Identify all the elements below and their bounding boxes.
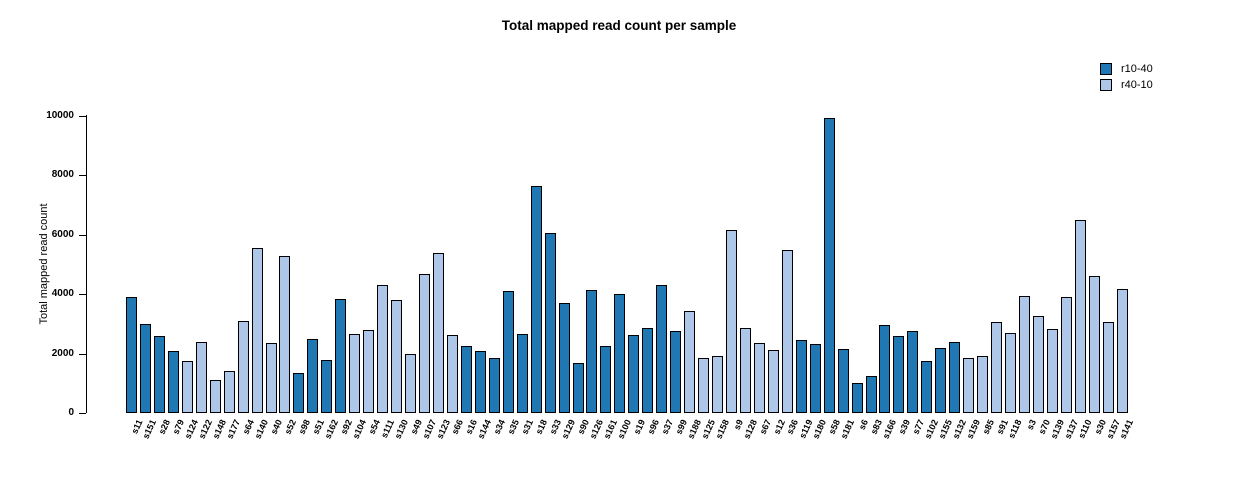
bar-s107 (419, 274, 431, 413)
legend-item-r10-40: r10-40 (1100, 63, 1153, 75)
y-tick-mark-0 (79, 413, 86, 414)
bar-s70 (1032, 316, 1044, 413)
bar-s12 (767, 350, 779, 413)
bar-s67 (753, 342, 765, 413)
legend-label-r40-10: r40-10 (1121, 79, 1153, 91)
bar-s83 (865, 375, 877, 413)
bar-s166 (879, 324, 891, 413)
bar-s148 (209, 380, 221, 413)
bar-s40 (265, 343, 277, 413)
bar-s125 (698, 358, 710, 413)
legend-swatch-r40-10 (1100, 79, 1112, 91)
y-tick-label-6000: 6000 (51, 228, 74, 240)
legend-label-r10-40: r10-40 (1121, 63, 1153, 75)
y-tick-label-0: 0 (68, 407, 74, 418)
bar-s124 (181, 361, 193, 413)
chart-title: Total mapped read count per sample (501, 18, 737, 33)
bar-s91 (991, 322, 1003, 413)
y-tick-label-8000: 8000 (51, 169, 74, 181)
legend-swatch-r10-40 (1100, 63, 1112, 75)
bar-s144 (474, 350, 486, 413)
bar-s119 (795, 339, 807, 413)
bar-s111 (377, 285, 389, 413)
y-tick-mark-6000 (79, 234, 86, 236)
bar-s31 (516, 333, 528, 413)
bar-s100 (614, 294, 626, 413)
bar-s16 (460, 346, 472, 413)
bar-s155 (935, 348, 947, 413)
bar-s49 (405, 353, 417, 413)
bar-s122 (195, 341, 207, 413)
bar-s66 (446, 334, 458, 413)
legend-item-r40-10: r40-10 (1100, 79, 1153, 91)
bar-s96 (642, 328, 654, 413)
bar-s90 (572, 362, 584, 413)
bar-s162 (321, 359, 333, 413)
bar-s36 (781, 249, 793, 413)
bar-s140 (251, 248, 263, 413)
bar-s39 (893, 335, 905, 413)
bar-s54 (363, 329, 375, 413)
bar-s99 (670, 331, 682, 413)
bar-s79 (167, 350, 179, 413)
bar-s30 (1088, 276, 1100, 413)
y-tick-label-4000: 4000 (51, 288, 74, 300)
bar-s33 (544, 233, 556, 413)
legend: r10-40 r40-10 (1100, 63, 1153, 95)
bar-s19 (628, 334, 640, 413)
bar-s9 (725, 229, 737, 413)
bar-s158 (712, 355, 724, 413)
bar-s18 (530, 185, 542, 413)
bar-s28 (153, 335, 165, 413)
bar-s139 (1046, 329, 1058, 413)
y-tick-label-2000: 2000 (51, 347, 74, 359)
bar-s129 (558, 302, 570, 413)
bar-s177 (223, 371, 235, 413)
bar-s161 (600, 346, 612, 413)
y-tick-mark-10000 (79, 116, 86, 117)
bar-s85 (977, 355, 989, 413)
bar-s51 (307, 339, 319, 413)
bar-s102 (921, 361, 933, 413)
bar-s98 (293, 372, 305, 413)
bar-s77 (907, 331, 919, 413)
bar-s110 (1074, 219, 1086, 413)
bar-s123 (432, 252, 444, 413)
bar-s37 (656, 285, 668, 413)
y-tick-mark-4000 (79, 294, 86, 296)
bar-s35 (502, 291, 514, 413)
bar-s141 (1116, 289, 1128, 413)
bar-s188 (684, 310, 696, 413)
bar-s104 (349, 334, 361, 413)
bar-s58 (823, 117, 835, 413)
bar-s6 (851, 383, 863, 413)
bar-s181 (837, 349, 849, 413)
bar-s126 (586, 290, 598, 413)
y-tick-label-10000: 10000 (46, 110, 74, 121)
bar-s130 (391, 299, 403, 413)
bar-s92 (335, 298, 347, 413)
plot-area (126, 116, 1128, 413)
y-axis-line (86, 115, 87, 413)
bar-s52 (279, 255, 291, 413)
bar-s3 (1019, 295, 1030, 413)
bar-s118 (1005, 332, 1017, 413)
bar-s34 (488, 358, 500, 413)
y-tick-mark-8000 (79, 175, 86, 177)
y-tick-mark-2000 (79, 353, 86, 355)
bar-s11 (126, 297, 137, 413)
bar-s151 (139, 323, 151, 413)
bar-s159 (963, 358, 975, 413)
bar-s132 (949, 341, 961, 413)
bar-s157 (1102, 322, 1114, 413)
bar-s128 (739, 328, 751, 413)
bar-s64 (237, 320, 249, 413)
bar-s180 (809, 343, 821, 413)
y-axis-title: Total mapped read count (38, 203, 50, 325)
bar-s137 (1060, 296, 1072, 413)
